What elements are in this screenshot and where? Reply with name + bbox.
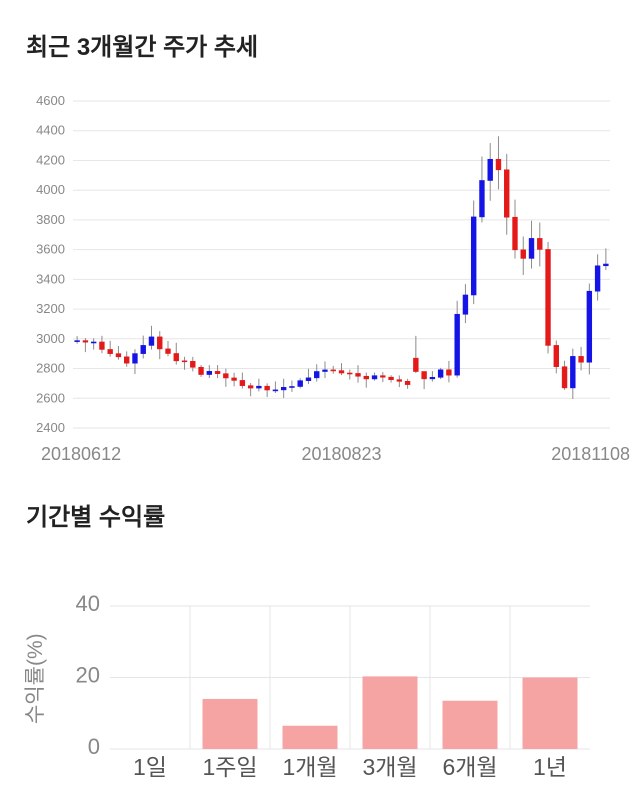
svg-text:20180823: 20180823: [301, 444, 381, 464]
svg-text:3200: 3200: [36, 301, 65, 316]
svg-text:2600: 2600: [36, 390, 65, 405]
svg-text:4400: 4400: [36, 123, 65, 138]
svg-text:2400: 2400: [36, 420, 65, 435]
svg-text:3800: 3800: [36, 212, 65, 227]
svg-text:3600: 3600: [36, 242, 65, 257]
svg-text:4600: 4600: [36, 93, 65, 108]
svg-text:3000: 3000: [36, 331, 65, 346]
svg-text:1년: 1년: [533, 754, 567, 780]
svg-text:4000: 4000: [36, 182, 65, 197]
svg-text:20: 20: [76, 663, 100, 688]
svg-text:3개월: 3개월: [362, 754, 417, 780]
svg-text:40: 40: [76, 591, 100, 616]
svg-text:0: 0: [88, 734, 100, 759]
svg-text:20180612: 20180612: [41, 444, 121, 464]
svg-text:1일: 1일: [133, 754, 167, 780]
svg-text:3400: 3400: [36, 271, 65, 286]
svg-text:4200: 4200: [36, 153, 65, 168]
svg-text:1주일: 1주일: [202, 754, 257, 780]
svg-text:6개월: 6개월: [442, 754, 497, 780]
svg-text:1개월: 1개월: [282, 754, 337, 780]
svg-text:2800: 2800: [36, 361, 65, 376]
svg-text:20181108: 20181108: [551, 444, 630, 464]
